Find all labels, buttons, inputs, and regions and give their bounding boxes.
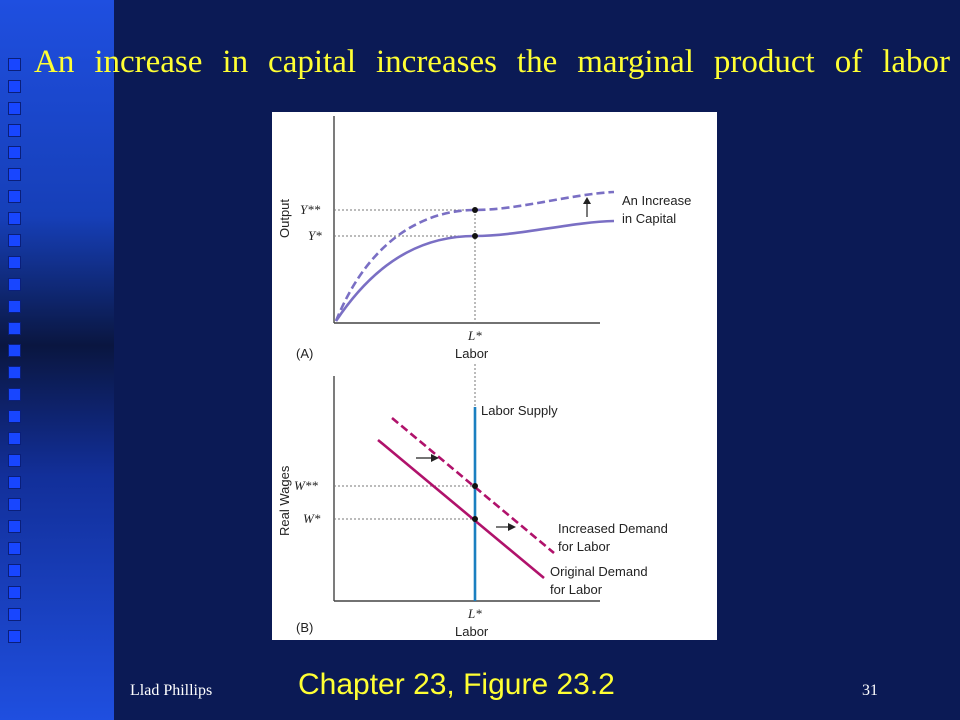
sidebar-square: [8, 432, 21, 445]
footer-page-number: 31: [862, 682, 878, 699]
panel-a-annotation-line2: in Capital: [622, 211, 676, 226]
sidebar-square: [8, 234, 21, 247]
panel-a-point-ystar2: [472, 207, 478, 213]
panel-a-shift-arrowhead: [583, 197, 591, 204]
sidebar-square: [8, 212, 21, 225]
panel-b-ytick-wstar2: W**: [294, 478, 318, 493]
sidebar-square-column: [0, 58, 30, 652]
sidebar-square: [8, 520, 21, 533]
panel-a-ytick-ystar2: Y**: [300, 202, 321, 217]
panel-b-increased-demand-line: [391, 417, 555, 554]
panel-a-point-ystar: [472, 233, 478, 239]
figure-panel: Y** Y* Output L* Labor (A) An Increase i…: [272, 112, 717, 640]
sidebar-square: [8, 102, 21, 115]
figure-caption: Chapter 23, Figure 23.2: [298, 668, 615, 701]
sidebar-square: [8, 388, 21, 401]
panel-b-shift-arrowhead-lower: [508, 523, 516, 531]
panel-a-xlabel: Labor: [455, 346, 489, 361]
sidebar-square: [8, 344, 21, 357]
footer-author: Llad Phillips: [130, 682, 213, 699]
panel-a-annotation-line1: An Increase: [622, 193, 691, 208]
sidebar-square: [8, 256, 21, 269]
panel-b-point-wstar2: [472, 483, 478, 489]
panel-b-point-wstar: [472, 516, 478, 522]
sidebar-square: [8, 608, 21, 621]
panel-a-ytick-ystar: Y*: [308, 228, 322, 243]
panel-a: Y** Y* Output L* Labor (A) An Increase i…: [277, 116, 691, 361]
slide-title: An increase in capital increases the mar…: [34, 44, 950, 80]
sidebar-square: [8, 146, 21, 159]
panel-a-ylabel: Output: [277, 199, 292, 238]
sidebar-square: [8, 586, 21, 599]
sidebar-square: [8, 168, 21, 181]
panel-a-curve-increased-capital: [334, 190, 615, 322]
sidebar-square: [8, 58, 21, 71]
panel-b-increased-demand-label-1: Increased Demand: [558, 521, 668, 536]
sidebar-square: [8, 498, 21, 511]
sidebar-square: [8, 300, 21, 313]
panel-b-original-demand-label-1: Original Demand: [550, 564, 648, 579]
panel-b-ylabel: Real Wages: [277, 465, 292, 536]
panel-a-label: (A): [296, 346, 313, 361]
panel-b-original-demand-label-2: for Labor: [550, 582, 603, 597]
sidebar-square: [8, 454, 21, 467]
panel-b-label: (B): [296, 620, 313, 635]
panel-b-labor-supply-label: Labor Supply: [481, 403, 558, 418]
panel-b-shift-arrowhead-upper: [431, 454, 439, 462]
sidebar-square: [8, 190, 21, 203]
panel-b-increased-demand-label-2: for Labor: [558, 539, 611, 554]
panel-b-xlabel: Labor: [455, 624, 489, 639]
panel-b-original-demand-line: [377, 439, 545, 579]
sidebar-square: [8, 366, 21, 379]
sidebar-square: [8, 80, 21, 93]
sidebar-square: [8, 278, 21, 291]
panel-a-xtick-lstar: L*: [467, 328, 482, 343]
panel-b: W** W* Real Wages L* Labor (B) Labor Sup…: [277, 364, 668, 639]
sidebar-square: [8, 564, 21, 577]
sidebar-square: [8, 124, 21, 137]
figure-svg: Y** Y* Output L* Labor (A) An Increase i…: [277, 116, 691, 639]
sidebar-gradient: [0, 0, 114, 720]
panel-b-ytick-wstar: W*: [303, 511, 321, 526]
sidebar-square: [8, 410, 21, 423]
panel-b-xtick-lstar: L*: [467, 606, 482, 621]
sidebar-square: [8, 322, 21, 335]
sidebar-square: [8, 542, 21, 555]
sidebar-square: [8, 476, 21, 489]
sidebar-square: [8, 630, 21, 643]
